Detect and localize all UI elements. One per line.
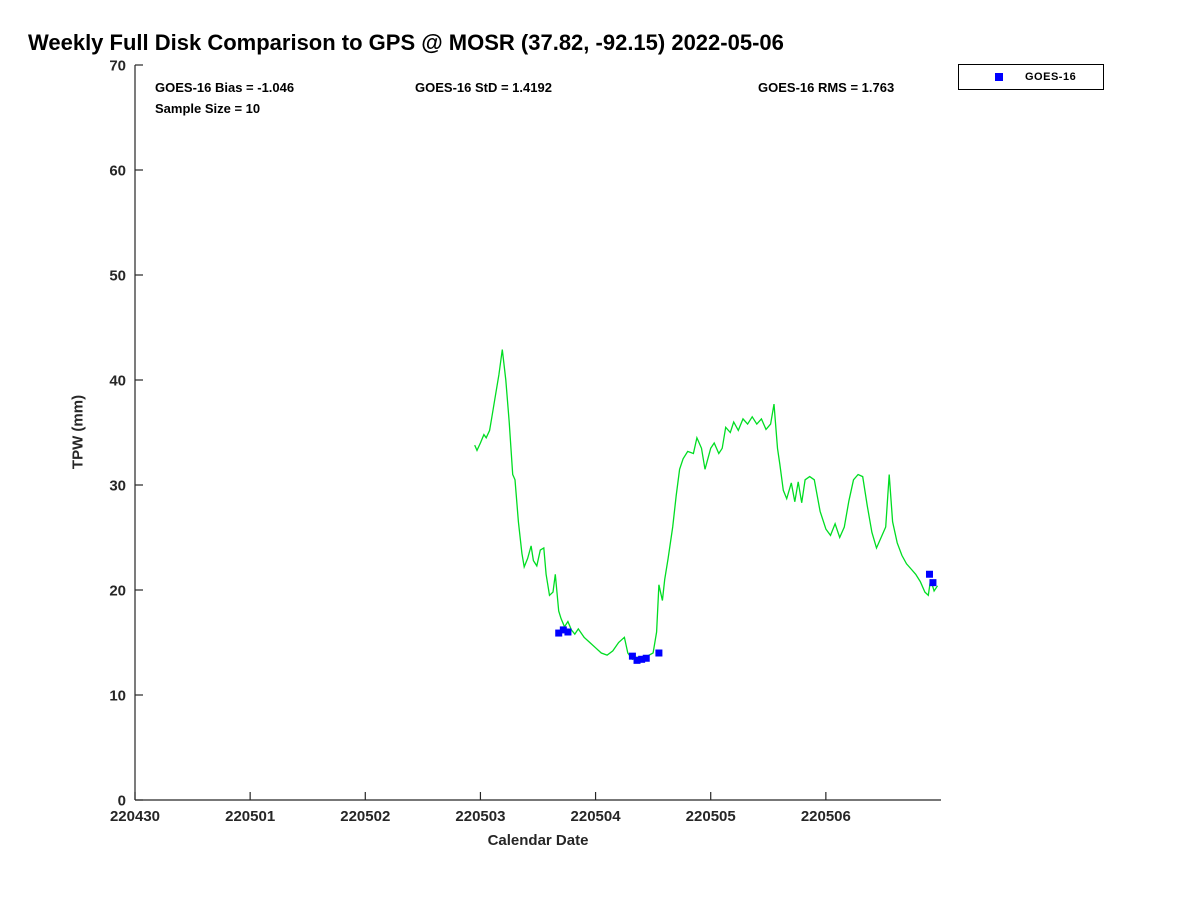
chart-title: Weekly Full Disk Comparison to GPS @ MOS… — [28, 30, 784, 55]
y-tick-label: 20 — [109, 583, 126, 600]
y-tick-label: 50 — [109, 268, 126, 285]
y-tick-label: 70 — [109, 58, 126, 75]
goes16-scatter-marker — [564, 628, 572, 636]
y-tick-label: 0 — [118, 793, 126, 810]
goes16-scatter-marker — [555, 629, 563, 637]
x-tick-label: 220504 — [571, 808, 622, 825]
y-tick-label: 30 — [109, 478, 126, 495]
stat-sample-size-text: Sample Size = 10 — [155, 101, 261, 116]
stat-std-text: GOES-16 StD = 1.4192 — [415, 80, 552, 95]
y-tick-label: 40 — [109, 373, 126, 390]
stat-bias-text: GOES-16 Bias = -1.046 — [155, 80, 295, 95]
x-tick-label: 220506 — [801, 808, 851, 825]
stat-rms-text: GOES-16 RMS = 1.763 — [758, 80, 895, 95]
x-tick-label: 220503 — [455, 808, 505, 825]
y-tick-label: 60 — [109, 163, 126, 180]
x-tick-label: 220502 — [340, 808, 390, 825]
legend-entry-label: GOES-16 — [1025, 71, 1077, 83]
goes16-scatter-marker — [925, 570, 933, 578]
gps-line-series — [474, 349, 939, 661]
legend: GOES-16 — [958, 64, 1104, 90]
goes16-scatter-marker — [655, 649, 663, 657]
goes16-scatter-marker — [559, 626, 567, 634]
goes16-scatter-marker — [642, 654, 650, 662]
x-tick-label: 220505 — [686, 808, 736, 825]
goes16-scatter-marker — [929, 579, 937, 587]
x-tick-label: 220501 — [225, 808, 275, 825]
goes16-scatter-marker — [628, 652, 636, 660]
legend-marker-square-icon — [995, 73, 1003, 81]
x-tick-label: 220430 — [110, 808, 160, 825]
y-tick-label: 10 — [109, 688, 126, 705]
goes16-scatter-marker — [633, 656, 641, 664]
goes16-scatter-marker — [638, 655, 646, 663]
x-axis-label: Calendar Date — [487, 832, 589, 849]
